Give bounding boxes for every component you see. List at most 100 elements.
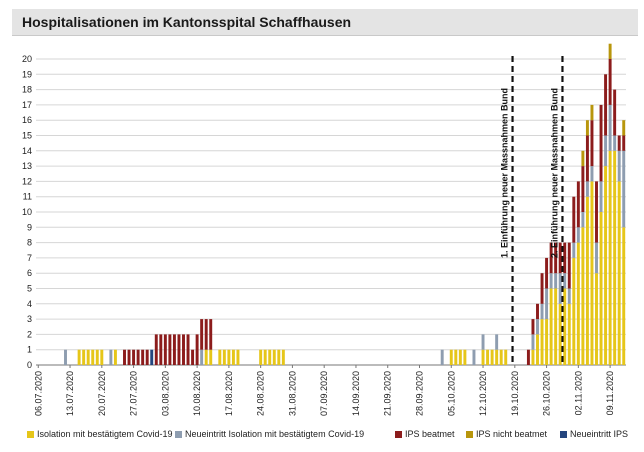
x-tick-label: 02.11.2020 <box>573 371 583 415</box>
bar-segment <box>209 319 213 350</box>
bar-segment <box>531 319 535 335</box>
y-tick-label: 16 <box>22 115 32 125</box>
x-tick-label: 28.09.2020 <box>415 371 425 416</box>
x-tick-label: 09.11.2020 <box>605 371 615 415</box>
bar-segment <box>567 303 571 365</box>
y-tick-label: 19 <box>22 69 32 79</box>
legend-label: IPS beatmet <box>405 429 455 439</box>
x-tick-label: 07.09.2020 <box>319 371 329 416</box>
bar-segment <box>222 349 226 365</box>
y-tick-label: 5 <box>27 284 32 294</box>
y-tick-label: 6 <box>27 268 32 278</box>
bar-segment <box>545 319 549 365</box>
y-tick-label: 17 <box>22 100 32 110</box>
legend-label: Isolation mit bestätigtem Covid-19 <box>37 429 173 439</box>
y-tick-label: 14 <box>22 146 32 156</box>
x-tick-label: 03.08.2020 <box>160 371 170 416</box>
chart-legend: Isolation mit bestätigtem Covid-19 Neuein… <box>27 429 639 445</box>
bar-segment <box>563 288 567 365</box>
bar-segment <box>231 349 235 365</box>
bar-segment <box>540 319 544 365</box>
bar-segment <box>113 349 117 365</box>
bar-segment <box>200 319 204 350</box>
bar-segment <box>536 319 539 335</box>
y-tick-label: 12 <box>22 176 32 186</box>
bar-segment <box>204 319 208 350</box>
bar-segment <box>599 212 603 365</box>
bar-segment <box>195 334 199 365</box>
bar-segment <box>585 135 589 182</box>
bar-segment <box>576 227 580 243</box>
bar-segment <box>622 120 626 136</box>
bar-segment <box>608 150 612 365</box>
y-tick-label: 10 <box>22 207 32 217</box>
bar-segment <box>458 349 462 365</box>
bar-segment <box>554 288 558 365</box>
bar-segment <box>549 273 553 289</box>
bar-segment <box>526 349 530 365</box>
bar-segment <box>191 349 195 365</box>
bar-segment <box>454 349 458 365</box>
bar-segment <box>64 349 67 365</box>
x-tick-label: 14.09.2020 <box>351 371 361 416</box>
bar-segment <box>182 334 185 365</box>
bar-segment <box>449 349 453 365</box>
bar-segment <box>595 273 598 365</box>
bar-segment <box>617 150 621 182</box>
y-tick-label: 13 <box>22 161 32 171</box>
bar-segment <box>613 150 617 365</box>
bar-segment <box>604 74 608 136</box>
bar-segment <box>536 303 539 320</box>
legend-item: Neueintritt IPS <box>560 429 628 439</box>
bar-segment <box>576 242 580 365</box>
bar-segment <box>613 135 617 151</box>
bar-segment <box>554 242 558 274</box>
bar-segment <box>277 349 281 365</box>
bar-segment <box>172 334 176 365</box>
bar-segment <box>617 181 621 365</box>
annotation-label: 1. Einführung neuer Massnahmen Bund <box>500 88 510 258</box>
x-tick-label: 19.10.2020 <box>510 371 520 416</box>
bar-segment <box>622 150 626 228</box>
bar-segment <box>481 334 485 350</box>
bar-segment <box>504 349 508 365</box>
bar-segment <box>599 104 603 182</box>
x-tick-label: 26.10.2020 <box>542 371 552 416</box>
bar-segment <box>613 89 617 136</box>
bar-segment <box>585 196 589 365</box>
bar-segment <box>499 349 503 365</box>
y-tick-label: 11 <box>23 192 32 202</box>
bar-segment <box>558 303 562 365</box>
bar-segment <box>567 242 571 289</box>
bar-segment <box>481 349 485 365</box>
y-tick-label: 3 <box>27 314 32 324</box>
bar-segment <box>86 349 90 365</box>
y-tick-label: 8 <box>27 238 32 248</box>
bar-segment <box>572 257 576 365</box>
y-tick-label: 15 <box>22 131 32 141</box>
x-tick-label: 10.08.2020 <box>192 371 202 416</box>
bar-segment <box>127 349 131 365</box>
bar-segment <box>472 349 476 365</box>
y-tick-label: 2 <box>27 329 32 339</box>
y-tick-label: 0 <box>27 360 32 370</box>
bar-segment <box>599 181 603 212</box>
bar-segment <box>490 349 494 365</box>
legend-swatch <box>395 431 402 438</box>
x-tick-label: 31.08.2020 <box>287 371 297 416</box>
bar-segment <box>608 43 612 59</box>
bar-segment <box>531 349 535 365</box>
bar-segment <box>163 334 167 365</box>
legend-item: IPS nicht beatmet <box>466 429 547 439</box>
chart-title-bar: Hospitalisationen im Kantonsspital Schaf… <box>12 9 638 36</box>
bar-segment <box>604 135 608 167</box>
bar-segment <box>109 349 113 365</box>
legend-label: Neueintritt Isolation mit bestätigtem Co… <box>185 429 365 439</box>
bar-segment <box>100 349 104 365</box>
bar-segment <box>585 181 589 197</box>
bar-segment <box>150 349 154 365</box>
bar-segment <box>549 242 553 274</box>
bar-segment <box>463 349 467 365</box>
y-tick-label: 7 <box>27 253 32 263</box>
